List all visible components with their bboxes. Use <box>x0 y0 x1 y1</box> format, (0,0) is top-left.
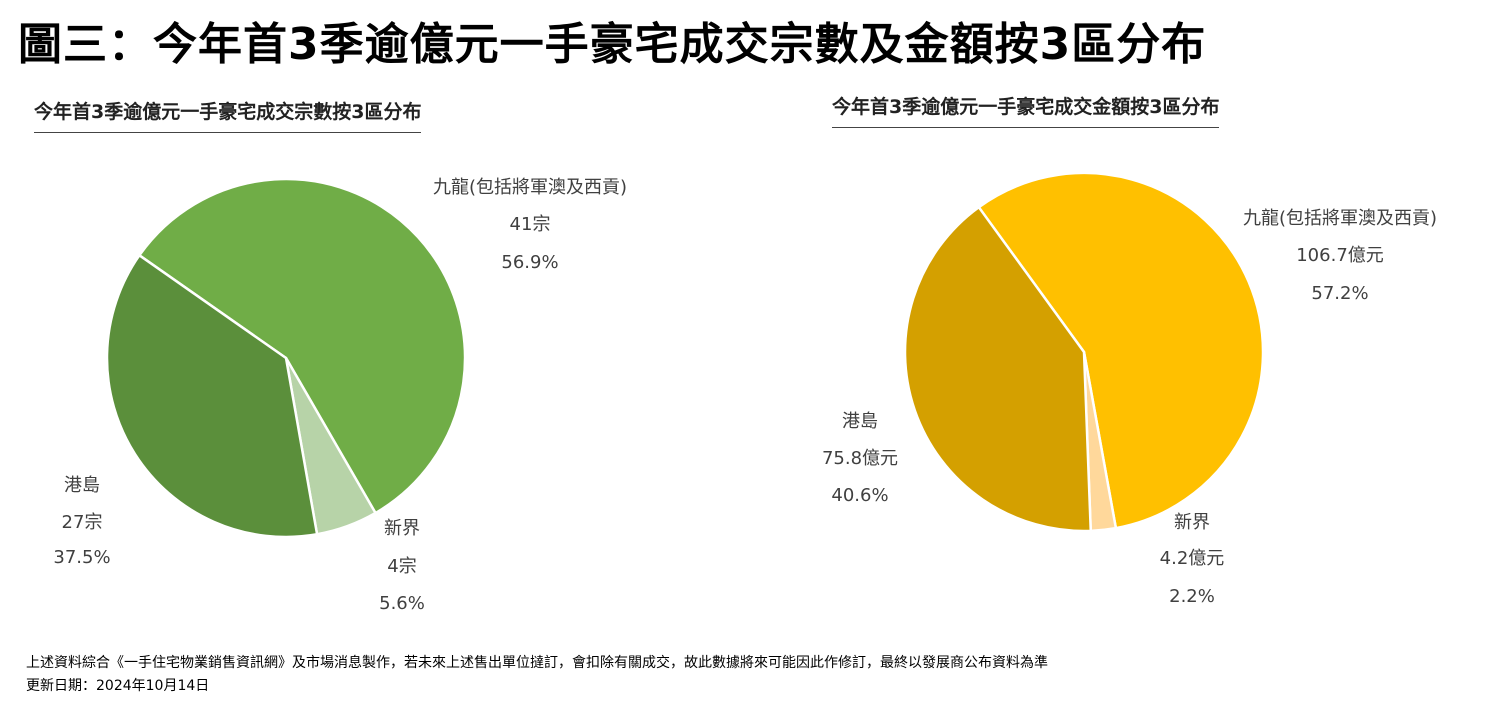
pie-1-slice-1-name: 新界 <box>1174 512 1210 533</box>
pie-1-slice-0 <box>977 171 1265 530</box>
chart-title-count-text: 今年首3季逾億元一手豪宅成交宗數按3區分布 <box>34 101 422 123</box>
pie-1: 九龍(包括將軍澳及西貢) 106.7億元 57.2% 新界 4.2億元 2.2% 港島 75.… <box>822 171 1437 607</box>
chart-title-count: 今年首3季逾億元一手豪宅成交宗數按3區分布 <box>34 97 422 133</box>
pie-1-slice-2-value-label: 75.8億元 <box>822 448 898 469</box>
pie-0-slice-1-percent-label: 5.6% <box>379 593 425 614</box>
main-title: 圖三：今年首3季逾億元一手豪宅成交宗數及金額按3區分布 <box>18 19 1207 70</box>
pie-1-slice-1-value-label: 4.2億元 <box>1160 548 1225 569</box>
pie-0-slice-1-name: 新界 <box>384 518 420 539</box>
pie-1-slice-0-percent-label: 57.2% <box>1311 283 1368 304</box>
footer-date: 更新日期：2024年10月14日 <box>26 678 210 694</box>
chart-title-amount-text: 今年首3季逾億元一手豪宅成交金額按3區分布 <box>832 96 1220 118</box>
pie-1-slice-0-name: 九龍(包括將軍澳及西貢) <box>1243 208 1437 229</box>
pie-1-slice-2 <box>903 205 1092 533</box>
pie-1-slice-2-name: 港島 <box>842 411 878 432</box>
footer-note: 上述資料綜合《一手住宅物業銷售資訊網》及市場消息製作，若未來上述售出單位撻訂，會… <box>26 655 1048 671</box>
pie-0-slice-0-percent-label: 56.9% <box>501 252 558 273</box>
chart-title-amount-underline <box>832 127 1220 128</box>
pie-0-slice-2-value-label: 27宗 <box>62 512 103 533</box>
pie-0-slice-0-name: 九龍(包括將軍澳及西貢) <box>433 177 627 198</box>
pie-1-slice-1-percent-label: 2.2% <box>1169 586 1215 607</box>
pie-1-slice-0-value-label: 106.7億元 <box>1296 245 1384 266</box>
chart-title-amount: 今年首3季逾億元一手豪宅成交金額按3區分布 <box>832 92 1220 128</box>
pie-0-slice-0 <box>138 177 467 515</box>
pie-0-slice-2-percent-label: 37.5% <box>53 547 110 568</box>
pie-0: 九龍(包括將軍澳及西貢) 41宗 56.9% 新界 4宗 5.6% 港島 27宗 37.5% <box>53 177 627 614</box>
pie-0-slice-2 <box>105 254 319 539</box>
chart-title-count-underline <box>34 132 422 133</box>
pie-1-slice-2-percent-label: 40.6% <box>831 485 888 506</box>
pie-0-slice-0-value-label: 41宗 <box>510 214 551 235</box>
pie-0-slice-2-name: 港島 <box>64 475 100 496</box>
pie-0-slice-1-value-label: 4宗 <box>387 556 416 577</box>
